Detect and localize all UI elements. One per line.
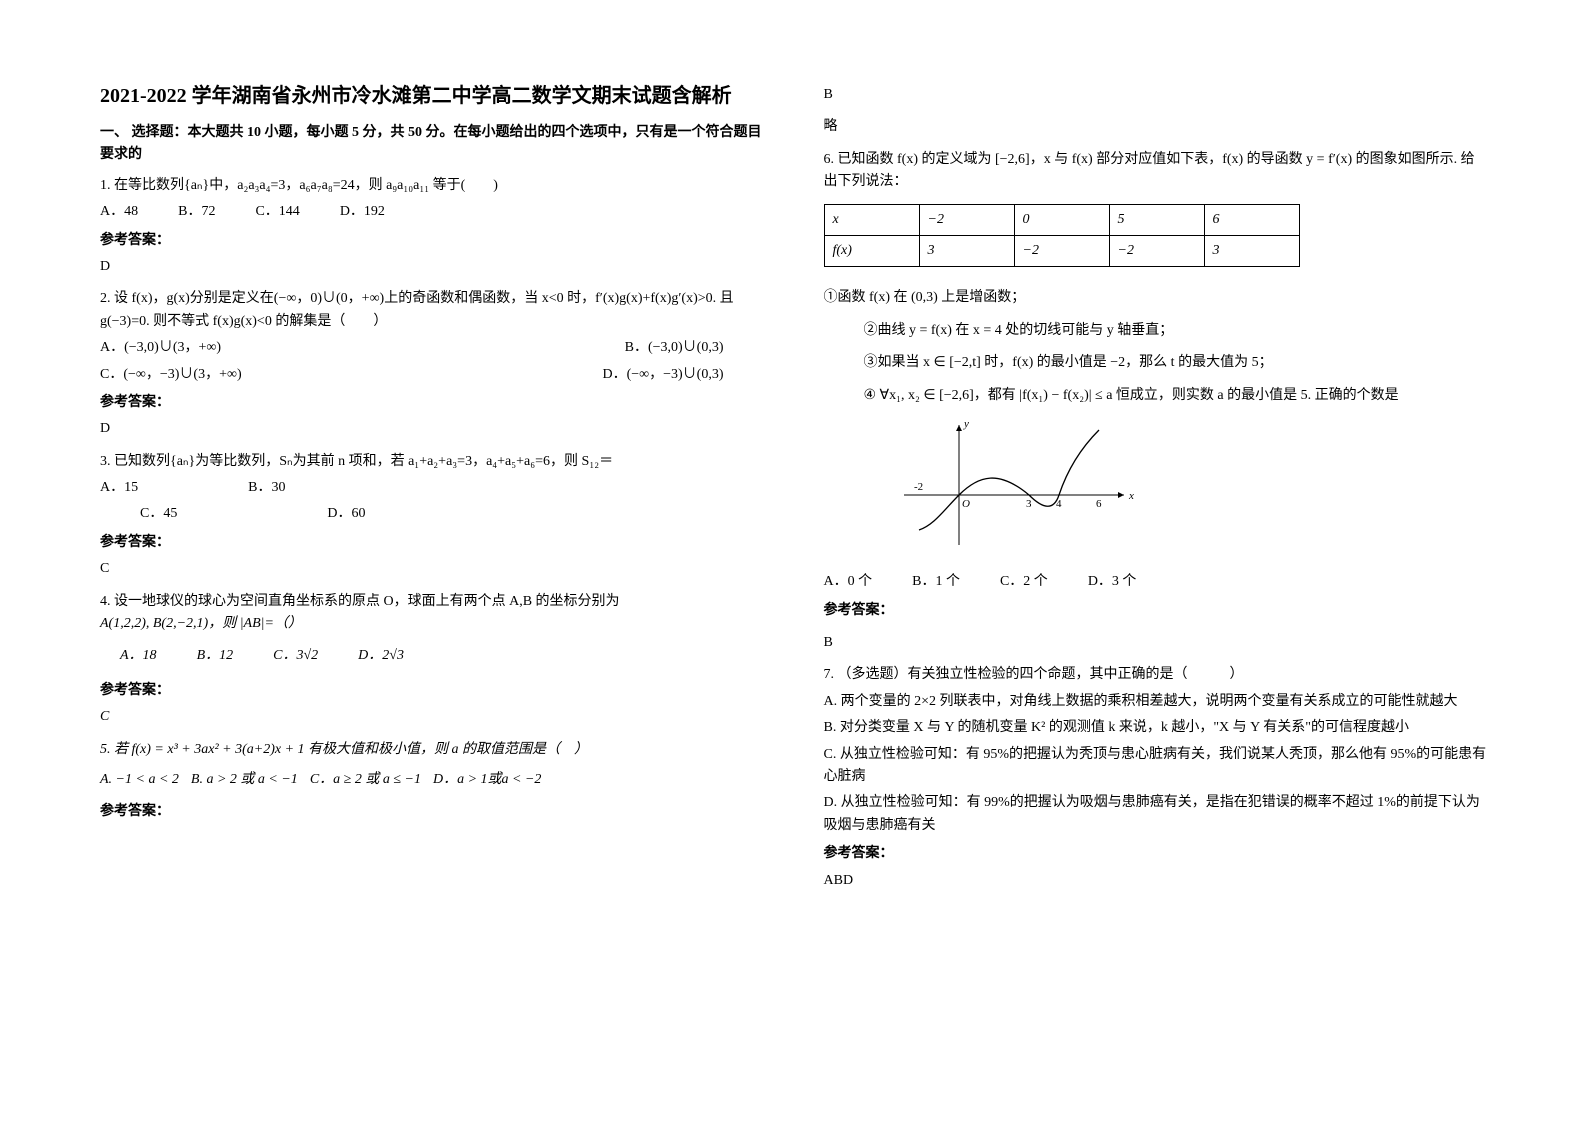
- section-1-heading: 一、 选择题：本大题共 10 小题，每小题 5 分，共 50 分。在每小题给出的…: [100, 122, 764, 167]
- q6-r2c2: 3: [919, 235, 1014, 266]
- svg-text:6: 6: [1096, 498, 1102, 510]
- q3-text: 3. 已知数列{aₙ}为等比数列，Sₙ为其前 n 项和，若 a₁+a₂+a₃=3…: [100, 451, 764, 473]
- q3-opt-a: A．15: [100, 477, 138, 499]
- q1-answer: D: [100, 256, 764, 278]
- q3-answer-label: 参考答案：: [100, 532, 764, 554]
- q4-opt-a: A．18: [120, 645, 157, 667]
- q6-answer: B: [824, 632, 1488, 654]
- q7-opt-d: D. 从独立性检验可知：有 99%的把握认为吸烟与患肺癌有关，是指在犯错误的概率…: [824, 792, 1488, 837]
- q5-opt-a: A. −1 < a < 2: [100, 769, 179, 791]
- q5-answer: B: [824, 84, 1488, 106]
- q5-opt-b: B. a > 2 或 a < −1: [191, 769, 298, 791]
- q6-stmt3: ③如果当 x ∈ [−2,t] 时，f(x) 的最小值是 −2，那么 t 的最大…: [864, 352, 1488, 374]
- q1-answer-label: 参考答案：: [100, 230, 764, 252]
- q6-stmt1: ①函数 f(x) 在 (0,3) 上是增函数；: [824, 287, 1488, 309]
- q5-opt-d: D．a > 1或a < −2: [433, 769, 541, 791]
- q1-text: 1. 在等比数列{aₙ}中，a₂a₃a₄=3，a₆a₇a₈=24，则 a₉a₁₀…: [100, 175, 764, 197]
- q6-opt-b: B．1 个: [912, 571, 960, 593]
- q6-answer-label: 参考答案：: [824, 600, 1488, 622]
- q4-opt-b: B．12: [197, 645, 234, 667]
- q6-r2c4: −2: [1109, 235, 1204, 266]
- q6-text: 6. 已知函数 f(x) 的定义域为 [−2,6]，x 与 f(x) 部分对应值…: [824, 149, 1488, 194]
- q6-graph: x y -2 O 3 4 6: [884, 415, 1144, 555]
- question-4: 4. 设一地球仪的球心为空间直角坐标系的原点 O，球面上有两个点 A,B 的坐标…: [100, 591, 764, 729]
- q3-opt-d: D．60: [327, 503, 365, 525]
- q2-opt-a: A．(−3,0)∪(3，+∞): [100, 337, 221, 359]
- q6-r2c1: f(x): [824, 235, 919, 266]
- question-5: 5. 若 f(x) = x³ + 3ax² + 3(a+2)x + 1 有极大值…: [100, 739, 764, 824]
- q7-opt-a: A. 两个变量的 2×2 列联表中，对角线上数据的乘积相差越大，说明两个变量有关…: [824, 691, 1488, 713]
- q4-answer-label: 参考答案：: [100, 680, 764, 702]
- q4-answer: C: [100, 706, 764, 728]
- q1-opt-c: C．144: [255, 201, 299, 223]
- q1-opt-a: A．48: [100, 201, 138, 223]
- q6-stmt4: ④ ∀x₁, x₂ ∈ [−2,6]，都有 |f(x₁) − f(x₂)| ≤ …: [864, 385, 1488, 407]
- q2-answer: D: [100, 418, 764, 440]
- svg-text:O: O: [962, 498, 970, 510]
- q5-answer-label: 参考答案：: [100, 801, 764, 823]
- q5-text: 5. 若 f(x) = x³ + 3ax² + 3(a+2)x + 1 有极大值…: [100, 739, 764, 761]
- q2-opt-c: C．(−∞，−3)∪(3，+∞): [100, 364, 242, 386]
- q7-text: 7. （多选题）有关独立性检验的四个命题，其中正确的是（ ）: [824, 664, 1488, 686]
- q3-opt-b: B．30: [248, 477, 285, 499]
- q6-r1c3: 0: [1014, 204, 1109, 235]
- q6-r1c4: 5: [1109, 204, 1204, 235]
- q6-opt-d: D．3 个: [1088, 571, 1137, 593]
- q3-opt-c: C．45: [140, 503, 177, 525]
- q6-stmt2: ②曲线 y = f(x) 在 x = 4 处的切线可能与 y 轴垂直；: [864, 320, 1488, 342]
- q5-answer2: 略: [824, 116, 1488, 138]
- q5-opt-c: C．a ≥ 2 或 a ≤ −1: [310, 769, 421, 791]
- q6-opt-c: C．2 个: [1000, 571, 1048, 593]
- q3-answer: C: [100, 558, 764, 580]
- question-6: 6. 已知函数 f(x) 的定义域为 [−2,6]，x 与 f(x) 部分对应值…: [824, 149, 1488, 655]
- question-1: 1. 在等比数列{aₙ}中，a₂a₃a₄=3，a₆a₇a₈=24，则 a₉a₁₀…: [100, 175, 764, 279]
- svg-text:x: x: [1128, 490, 1134, 502]
- q2-text: 2. 设 f(x)，g(x)分别是定义在(−∞，0)∪(0，+∞)上的奇函数和偶…: [100, 288, 764, 333]
- q6-r1c5: 6: [1204, 204, 1299, 235]
- q6-r1c2: −2: [919, 204, 1014, 235]
- q7-opt-b: B. 对分类变量 X 与 Y 的随机变量 K² 的观测值 k 来说，k 越小，"…: [824, 717, 1488, 739]
- svg-text:3: 3: [1026, 498, 1032, 510]
- q7-answer-label: 参考答案：: [824, 843, 1488, 865]
- q6-r2c5: 3: [1204, 235, 1299, 266]
- q6-opt-a: A．0 个: [824, 571, 873, 593]
- q1-opt-d: D．192: [340, 201, 385, 223]
- q7-answer: ABD: [824, 870, 1488, 892]
- q4-text1: 4. 设一地球仪的球心为空间直角坐标系的原点 O，球面上有两个点 A,B 的坐标…: [100, 591, 764, 613]
- q2-answer-label: 参考答案：: [100, 392, 764, 414]
- q1-opt-b: B．72: [178, 201, 215, 223]
- q4-text2: A(1,2,2), B(2,−2,1)，则 |AB|=（）: [100, 613, 764, 635]
- doc-title: 2021-2022 学年湖南省永州市冷水滩第二中学高二数学文期末试题含解析: [100, 80, 764, 112]
- question-2: 2. 设 f(x)，g(x)分别是定义在(−∞，0)∪(0，+∞)上的奇函数和偶…: [100, 288, 764, 440]
- q6-r1c1: x: [824, 204, 919, 235]
- q7-opt-c: C. 从独立性检验可知：有 95%的把握认为秃顶与患心脏病有关，我们说某人秃顶，…: [824, 744, 1488, 789]
- q2-opt-d: D．(−∞，−3)∪(0,3): [602, 364, 723, 386]
- question-3: 3. 已知数列{aₙ}为等比数列，Sₙ为其前 n 项和，若 a₁+a₂+a₃=3…: [100, 451, 764, 581]
- q4-opt-c: C．3√2: [273, 645, 318, 667]
- q2-opt-b: B．(−3,0)∪(0,3): [625, 337, 724, 359]
- question-7: 7. （多选题）有关独立性检验的四个命题，其中正确的是（ ） A. 两个变量的 …: [824, 664, 1488, 892]
- q6-table: x −2 0 5 6 f(x) 3 −2 −2 3: [824, 204, 1300, 268]
- q6-r2c3: −2: [1014, 235, 1109, 266]
- svg-text:y: y: [963, 418, 969, 430]
- svg-text:-2: -2: [914, 481, 923, 493]
- q4-opt-d: D．2√3: [358, 645, 404, 667]
